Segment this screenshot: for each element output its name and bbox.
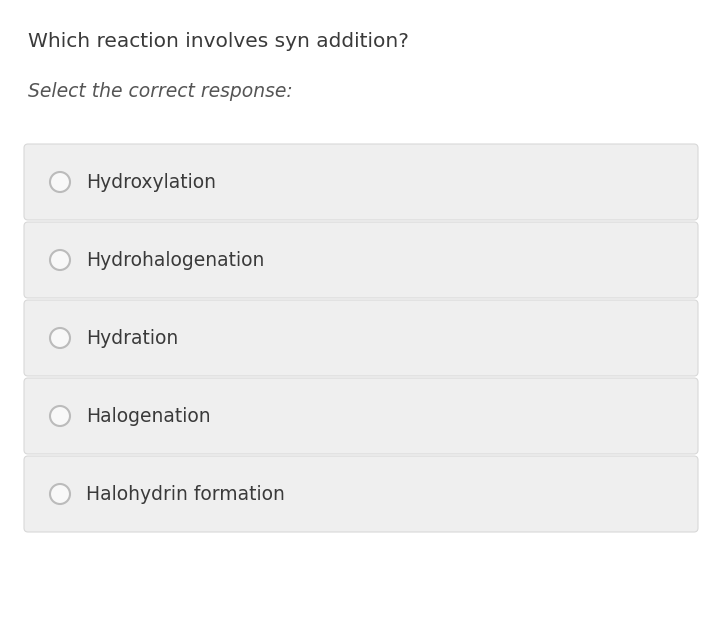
Circle shape	[50, 250, 70, 270]
FancyBboxPatch shape	[24, 456, 698, 532]
Text: Select the correct response:: Select the correct response:	[28, 82, 293, 101]
FancyBboxPatch shape	[24, 144, 698, 220]
Circle shape	[50, 406, 70, 426]
Text: Hydroxylation: Hydroxylation	[86, 173, 216, 191]
Text: Which reaction involves syn addition?: Which reaction involves syn addition?	[28, 32, 409, 51]
Circle shape	[50, 172, 70, 192]
Text: Hydration: Hydration	[86, 328, 179, 348]
Circle shape	[50, 484, 70, 504]
Text: Hydrohalogenation: Hydrohalogenation	[86, 250, 264, 270]
FancyBboxPatch shape	[24, 222, 698, 298]
Text: Halohydrin formation: Halohydrin formation	[86, 485, 285, 503]
FancyBboxPatch shape	[24, 378, 698, 454]
Text: Halogenation: Halogenation	[86, 406, 211, 426]
Circle shape	[50, 328, 70, 348]
FancyBboxPatch shape	[24, 300, 698, 376]
